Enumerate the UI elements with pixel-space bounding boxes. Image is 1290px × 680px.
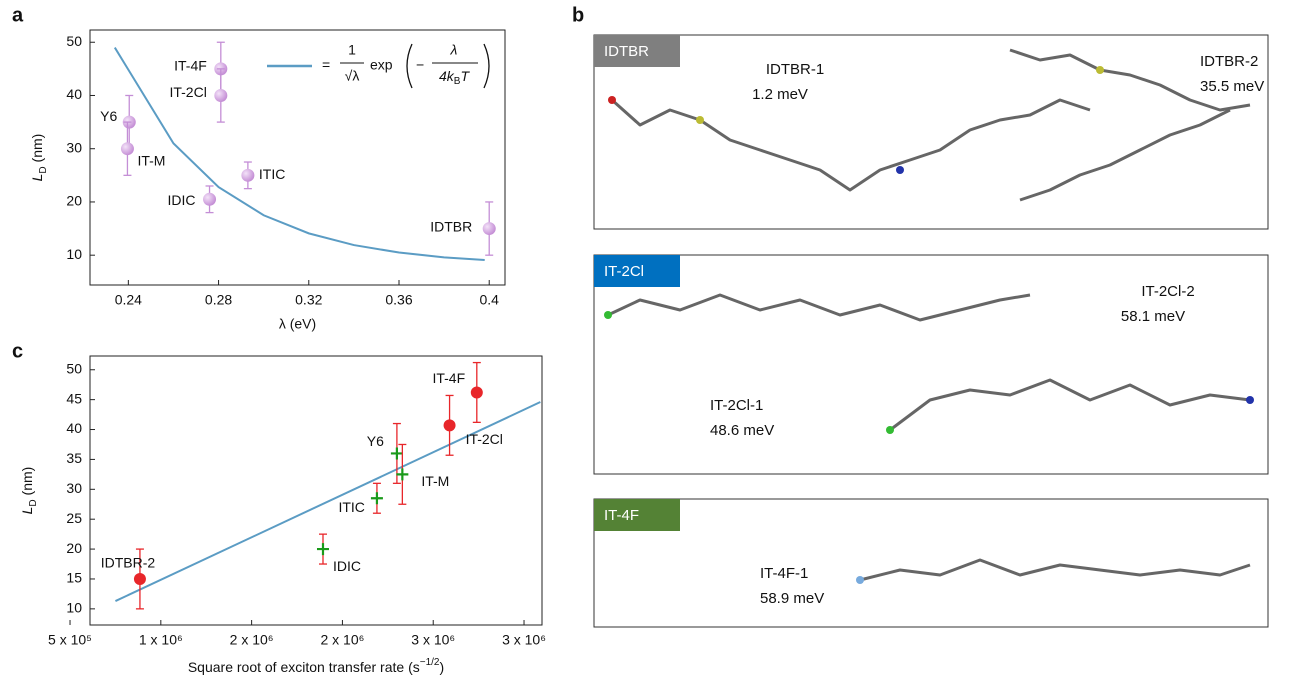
y-tick-label: 40 <box>66 86 82 102</box>
y-axis-label-sub: D <box>38 166 49 173</box>
x-tick-label: 0.24 <box>115 292 142 308</box>
x-tick-label: 3 x 10⁶ <box>502 632 546 648</box>
point <box>444 419 456 431</box>
point-label: IT-4F <box>174 58 207 74</box>
y-axis-label: LD (nm) <box>19 467 39 515</box>
conformer-energy: 35.5 meV <box>1200 78 1264 95</box>
conformer-name: IT-4F-1 <box>760 565 808 582</box>
legend-text: λ <box>450 42 458 58</box>
y-tick-label: 45 <box>66 390 82 406</box>
x-axis-label-part: ) <box>439 659 444 675</box>
legend-text: − <box>416 57 424 73</box>
point-label: IT-M <box>421 473 449 489</box>
y-axis-label-main: L <box>29 174 45 182</box>
x-tick-label: 0.36 <box>385 292 412 308</box>
point <box>483 222 496 235</box>
y-axis-label-main: L <box>19 507 35 515</box>
x-tick-label: 0.4 <box>479 292 499 308</box>
point-label: IT-2Cl <box>466 431 503 447</box>
panel-letter: b <box>572 4 584 26</box>
conformer-energy: 58.1 meV <box>1121 308 1185 325</box>
tag-label: IT-4F <box>604 507 639 524</box>
point <box>121 142 134 155</box>
structure-box <box>594 499 1268 627</box>
panel-letter: c <box>12 340 23 362</box>
point-label: IDIC <box>333 558 361 574</box>
y-tick-label: 20 <box>66 540 82 556</box>
tag-label: IT-2Cl <box>604 263 644 280</box>
x-axis-label: Square root of exciton transfer rate (s−… <box>188 657 444 675</box>
point <box>241 169 254 182</box>
point-label: IDIC <box>168 192 196 208</box>
fit-line <box>115 48 485 260</box>
point-label: ITIC <box>259 166 285 182</box>
y-tick-label: 20 <box>66 193 82 209</box>
figure: a b c 0.24 0.28 0.32 0.36 0.4 10 20 30 40 50 λ (eV… <box>0 0 1290 680</box>
point-label: IDTBR-2 <box>101 555 156 571</box>
y-tick-label: 50 <box>66 33 82 49</box>
x-axis-label: λ (eV) <box>279 316 316 332</box>
legend-text: 1 <box>348 42 356 58</box>
y-tick-label: 40 <box>66 420 82 436</box>
y-axis-label: LD (nm) <box>29 134 49 182</box>
y-axis-label-unit: (nm) <box>19 467 35 500</box>
x-tick-label: 3 x 10⁶ <box>411 632 455 648</box>
legend-text: 4kBT <box>439 68 470 87</box>
x-tick-label: 2 x 10⁶ <box>230 632 274 648</box>
y-tick-label: 30 <box>66 480 82 496</box>
point-label: Y6 <box>100 108 117 124</box>
x-tick-label: 5 x 10⁵ <box>48 632 92 648</box>
conformer-name: IT-2Cl-2 <box>1141 283 1194 300</box>
conformer-energy: 58.9 meV <box>760 590 824 607</box>
y-tick-label: 50 <box>66 360 82 376</box>
point <box>134 573 146 585</box>
conformer-name: IT-2Cl-1 <box>710 397 763 414</box>
y-axis-label-sub: D <box>28 499 39 506</box>
conformer-energy: 1.2 meV <box>752 86 808 103</box>
point <box>396 468 408 480</box>
point-label: ITIC <box>338 499 364 515</box>
point-label: Y6 <box>367 433 384 449</box>
y-tick-label: 30 <box>66 139 82 155</box>
legend-text-part: 4k <box>439 68 455 84</box>
point <box>214 89 227 102</box>
x-tick-label: 1 x 10⁶ <box>139 632 183 648</box>
panel-letter: a <box>12 4 24 26</box>
point <box>391 447 403 459</box>
y-axis-label-unit: (nm) <box>29 134 45 167</box>
point <box>371 492 383 504</box>
tag-label: IDTBR <box>604 43 649 60</box>
x-tick-label: 2 x 10⁶ <box>320 632 364 648</box>
point <box>203 193 216 206</box>
y-tick-label: 10 <box>66 600 82 616</box>
x-tick-label: 0.28 <box>205 292 232 308</box>
point-label: IDTBR <box>430 218 472 234</box>
y-tick-label: 15 <box>66 570 82 586</box>
x-tick-label: 0.32 <box>295 292 322 308</box>
point <box>471 386 483 398</box>
point-label: IT-4F <box>432 370 465 386</box>
conformer-energy: 48.6 meV <box>710 422 774 439</box>
point-label: IT-M <box>137 152 165 168</box>
legend-text: = <box>322 57 330 73</box>
structure-box <box>594 35 1268 229</box>
conformer-name: IDTBR-2 <box>1200 53 1258 70</box>
y-tick-label: 35 <box>66 450 82 466</box>
point-label: IT-2Cl <box>169 84 206 100</box>
y-tick-label: 25 <box>66 510 82 526</box>
legend-text-part: T <box>460 68 470 84</box>
legend-text: √λ <box>345 68 360 84</box>
y-tick-label: 10 <box>66 246 82 262</box>
point <box>317 543 329 555</box>
paren <box>484 44 489 88</box>
conformer-name: IDTBR-1 <box>766 61 824 78</box>
paren <box>407 44 412 88</box>
legend-text: exp <box>370 57 393 73</box>
x-axis-label-sup: −1/2 <box>420 657 440 668</box>
x-axis-label-part: Square root of exciton transfer rate (s <box>188 659 420 675</box>
